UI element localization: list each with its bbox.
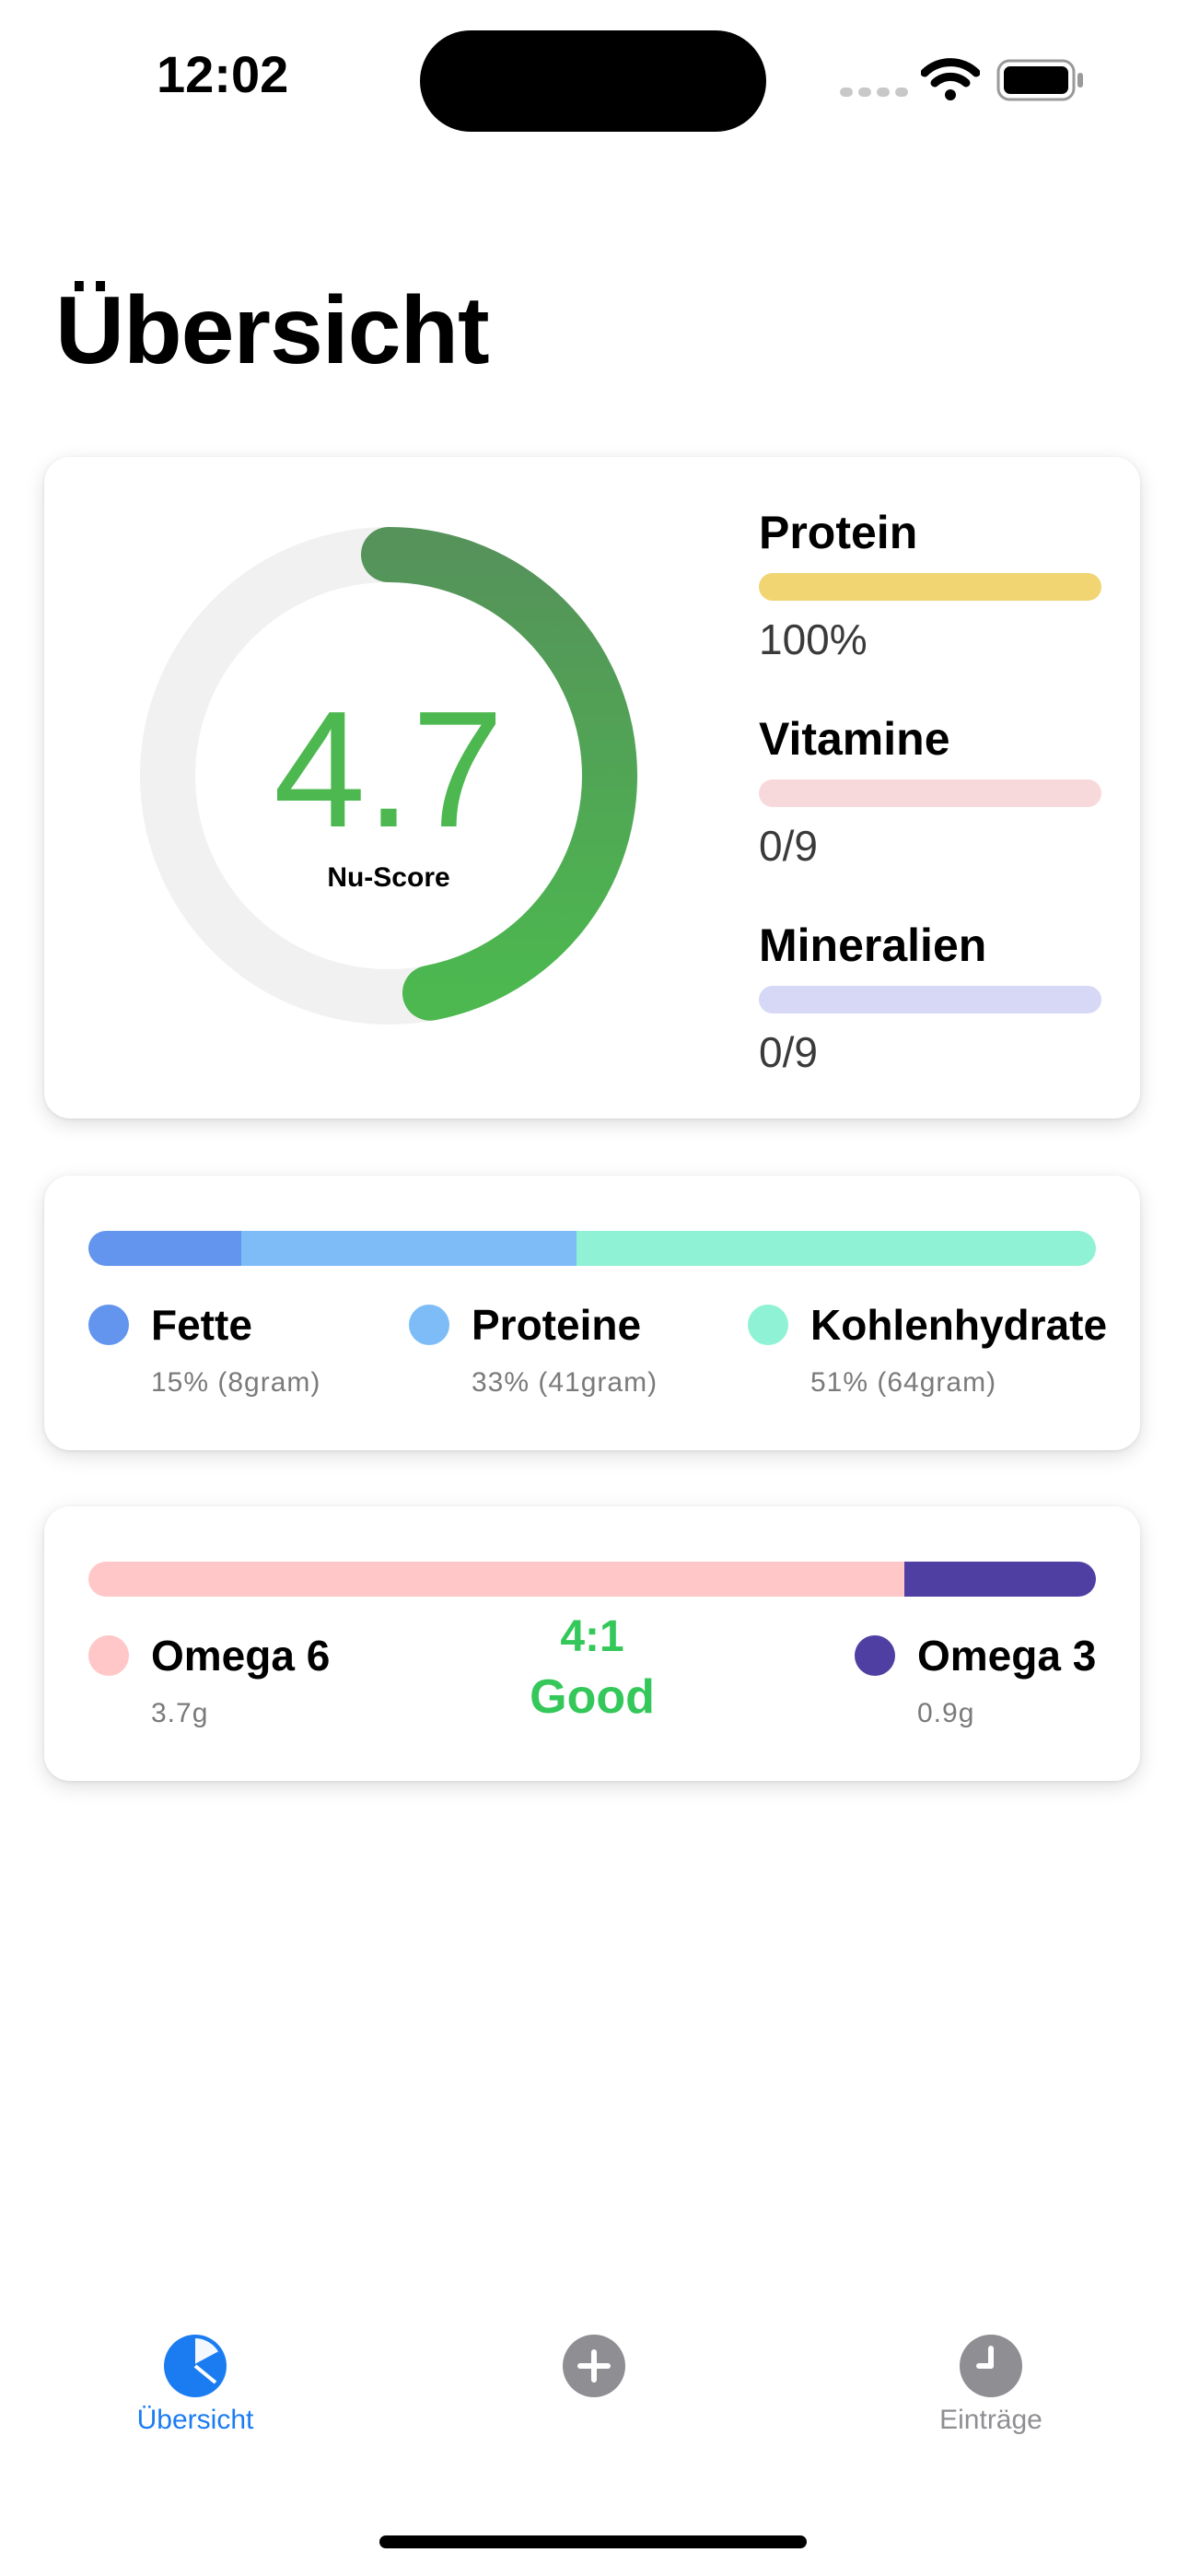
omega-card[interactable]: Omega 6 3.7g 4:1 Good Omega 3 0.9g	[44, 1506, 1140, 1781]
macros-card[interactable]: Fette 15% (8gram) Proteine 33% (41gram) …	[44, 1176, 1140, 1450]
omega-ratio: 4:1 Good	[495, 1608, 689, 1727]
stat-value: 0/9	[759, 822, 818, 870]
macros-bar-segment-kohlenhydrate	[577, 1231, 1096, 1266]
stat-protein: Protein 100%	[759, 505, 1101, 665]
wifi-icon	[921, 58, 980, 100]
tab-label: Einträge	[939, 2405, 1042, 2435]
legend-name: Omega 3	[917, 1632, 1097, 1680]
stat-value: 100%	[759, 615, 868, 663]
legend-detail: 3.7g	[151, 1698, 209, 1728]
home-indicator	[379, 2535, 807, 2548]
ratio-value: 4:1	[560, 1612, 624, 1661]
status-time: 12:02	[157, 45, 289, 103]
stat-vitamine: Vitamine 0/9	[759, 711, 1101, 872]
macros-bar-segment-proteine	[240, 1231, 577, 1266]
stat-label: Mineralien	[759, 919, 987, 971]
stat-bar-vitamine	[759, 779, 1101, 807]
stat-bar-protein	[759, 573, 1101, 601]
legend-dot	[409, 1305, 449, 1345]
legend-name: Fette	[151, 1301, 252, 1349]
score-arc	[361, 527, 637, 1021]
legend-dot	[855, 1635, 895, 1676]
ratio-rating: Good	[530, 1670, 655, 1724]
tab-label: Übersicht	[136, 2405, 254, 2435]
cellular-signal-icon	[840, 85, 914, 101]
legend-dot	[748, 1305, 788, 1345]
legend-dot	[88, 1305, 129, 1345]
macros-bar-segment-fette	[88, 1231, 241, 1266]
legend-name: Omega 6	[151, 1632, 331, 1680]
legend-detail: 51% (64gram)	[810, 1367, 997, 1398]
macros-bar	[88, 1231, 1096, 1266]
legend-detail: 15% (8gram)	[151, 1367, 321, 1398]
score-ring	[140, 527, 637, 1025]
omega-bar-segment-omega3	[904, 1562, 1096, 1597]
legend-detail: 0.9g	[917, 1698, 975, 1728]
stat-value: 0/9	[759, 1028, 818, 1076]
stat-mineralien: Mineralien 0/9	[759, 918, 1101, 1078]
stat-label: Protein	[759, 507, 918, 558]
legend-detail: 33% (41gram)	[472, 1367, 658, 1398]
omega-bar	[88, 1562, 1096, 1597]
legend-dot	[88, 1635, 129, 1676]
dynamic-island	[420, 30, 766, 132]
page-title: Übersicht	[55, 277, 490, 384]
nu-score-card[interactable]: 4.7 Nu-Score Protein 100% Vitamine 0/9 M…	[44, 457, 1140, 1118]
battery-icon	[996, 59, 1083, 101]
score-label: Nu-Score	[327, 862, 450, 893]
legend-name: Kohlenhydrate	[810, 1301, 1108, 1349]
clock-icon	[960, 2335, 1022, 2397]
score-value: 4.7	[273, 677, 505, 862]
legend-name: Proteine	[472, 1301, 642, 1349]
stat-bar-mineralien	[759, 986, 1101, 1013]
pie-chart-icon	[164, 2335, 227, 2397]
plus-circle-icon	[563, 2335, 625, 2397]
stat-label: Vitamine	[759, 713, 950, 765]
omega-bar-segment-omega6	[88, 1562, 905, 1597]
